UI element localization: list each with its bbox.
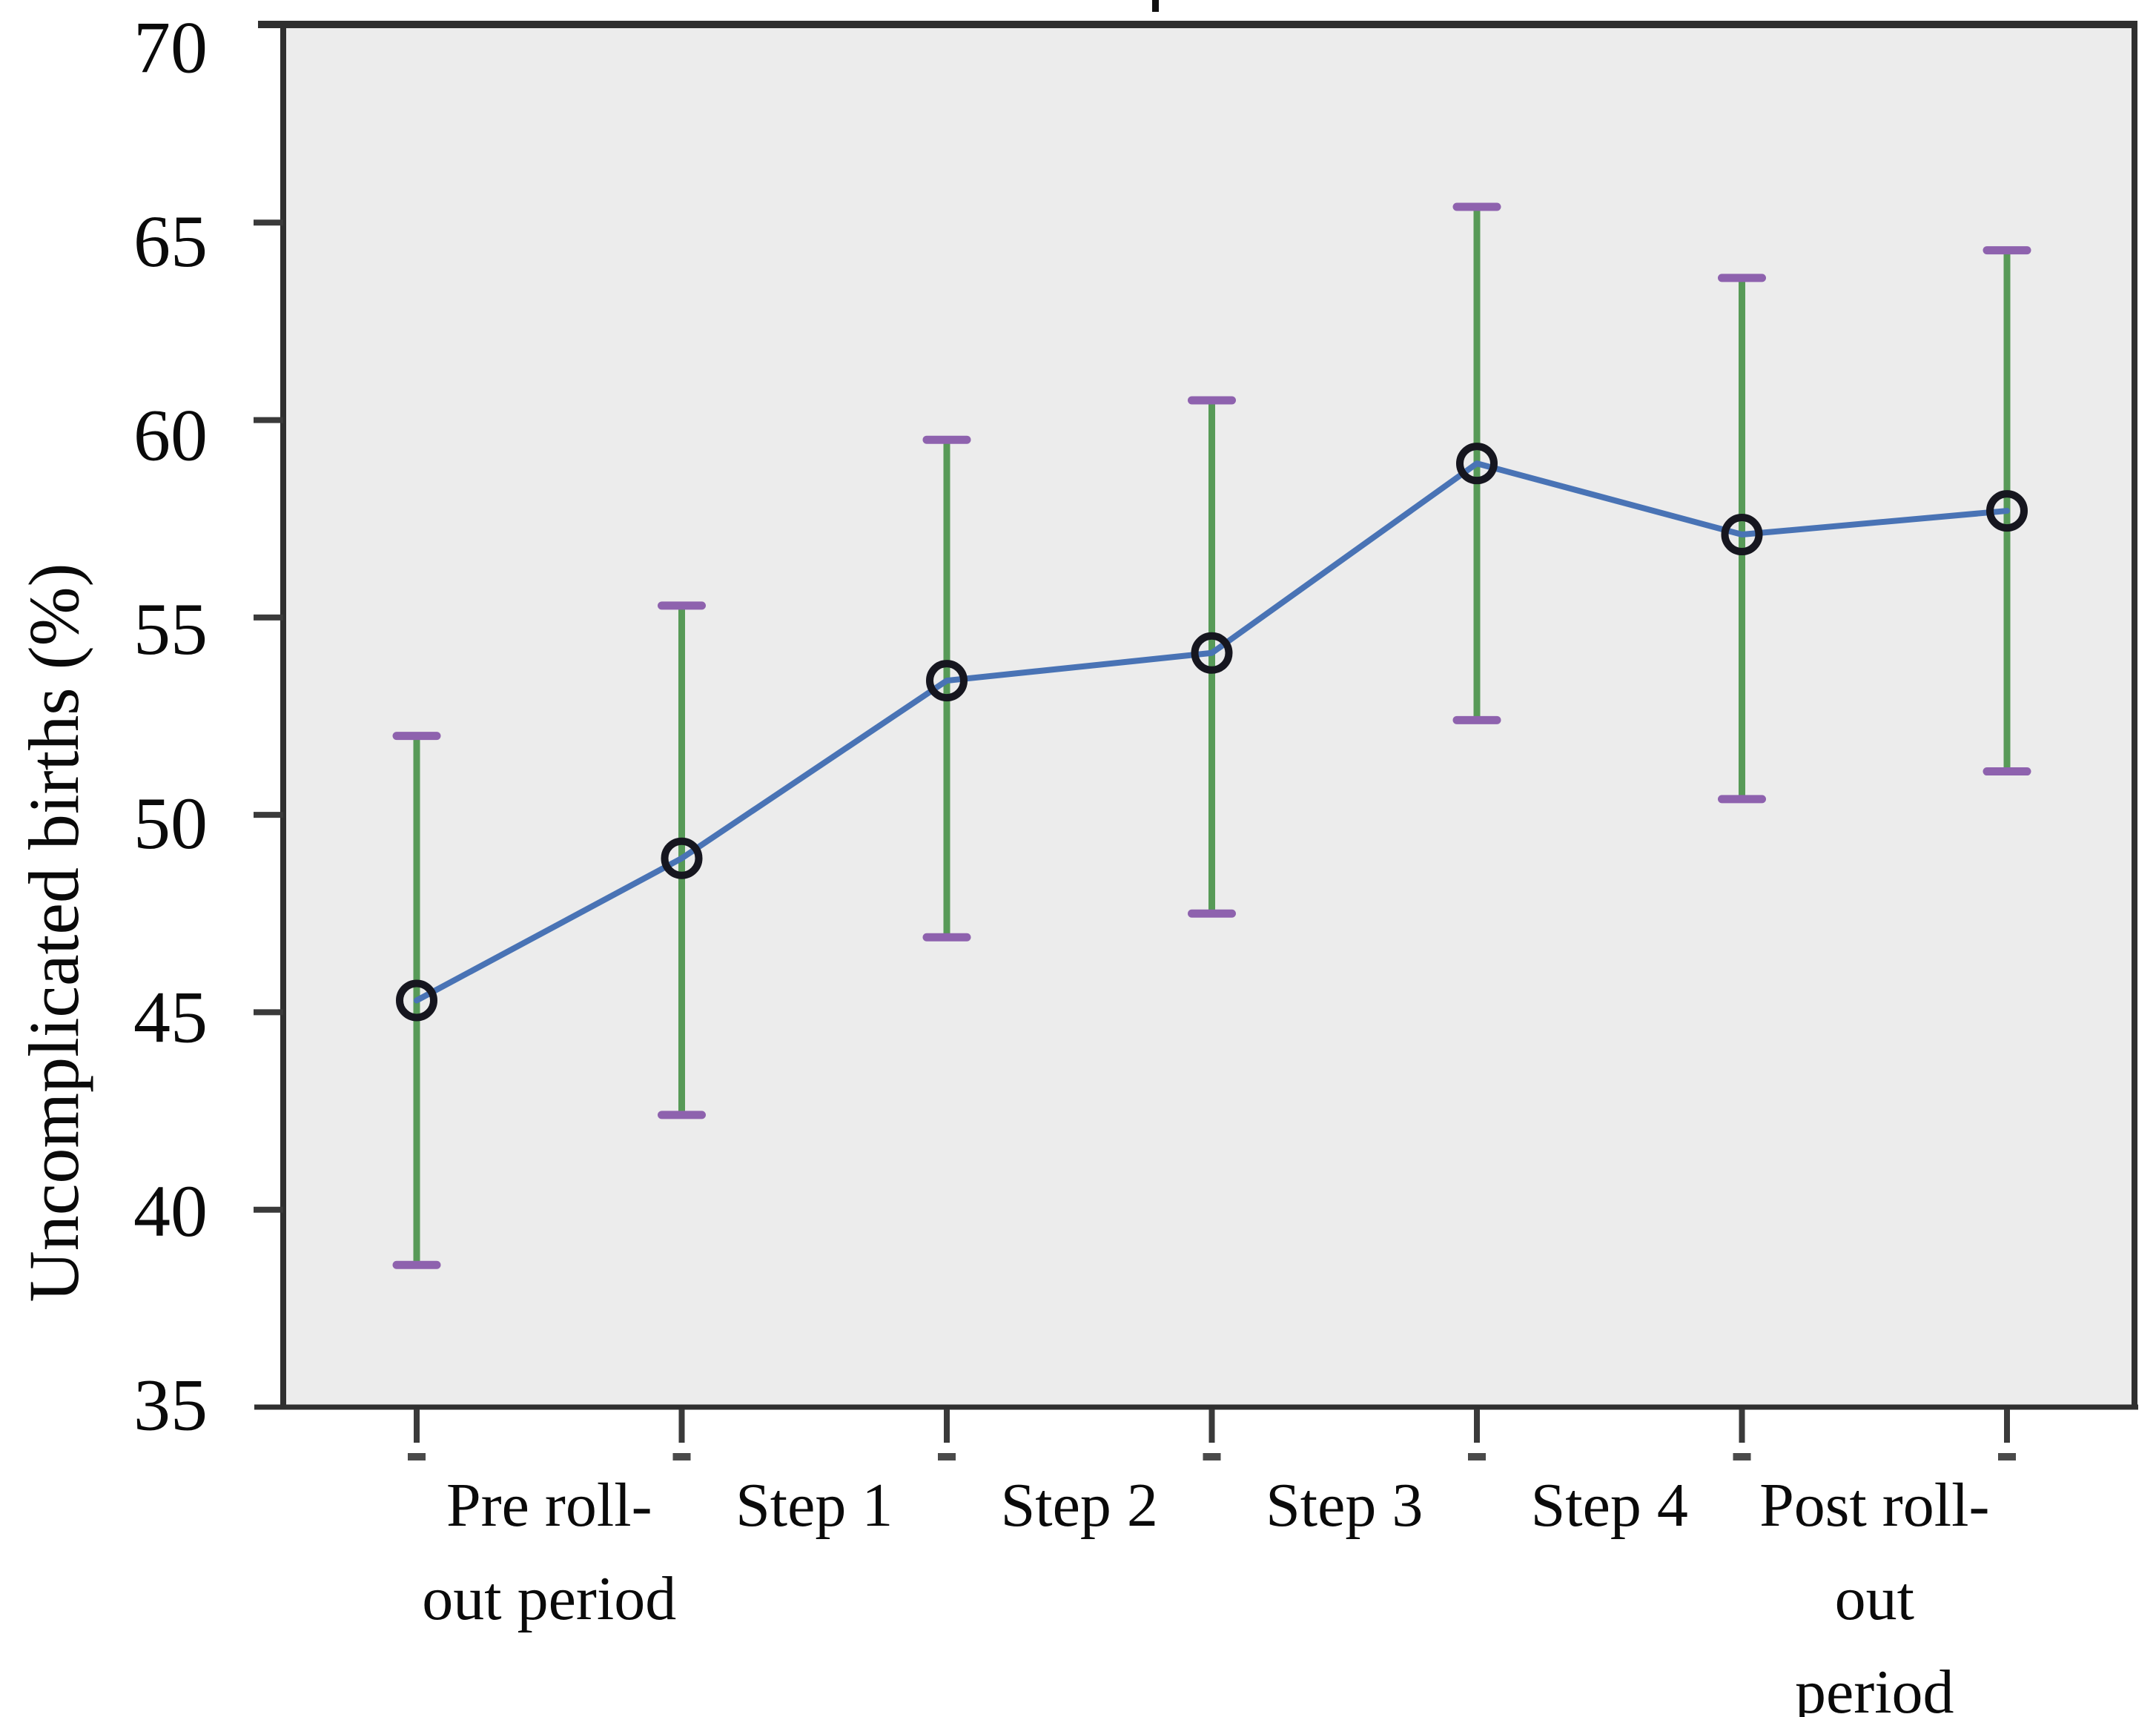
x-category-label-line: Step 3: [1266, 1471, 1423, 1540]
x-category-label: Step 1: [735, 1471, 893, 1540]
axis-labels-group: 70 65 60 55 50 45 40 35 Pre roll-out period Step …: [133, 7, 1989, 1717]
data-point-marker: [661, 837, 703, 879]
x-category-label-line: Step 2: [1001, 1471, 1158, 1540]
x-category-label: Step 4: [1531, 1471, 1688, 1540]
data-point-marker: [1191, 632, 1233, 674]
y-tick-label: 40: [133, 1170, 208, 1252]
x-category-label-line: out: [1835, 1564, 1914, 1633]
data-point-markers-group: [396, 443, 2028, 1022]
x-category-label: Step 3: [1266, 1471, 1423, 1540]
data-point-marker: [1456, 443, 1498, 485]
x-category-label-line: out period: [422, 1564, 676, 1633]
x-category-label: Post roll-out period: [1759, 1471, 1989, 1717]
axes-group: [254, 0, 2138, 1460]
x-category-label: Step 2: [1001, 1471, 1158, 1540]
y-tick-label: 65: [133, 200, 208, 282]
y-axis-title: Uncomplicated births (%): [14, 563, 93, 1302]
x-category-label-line: Post roll-: [1759, 1471, 1989, 1540]
data-point-marker: [396, 979, 437, 1022]
x-category-label: Pre roll-out period: [422, 1471, 676, 1633]
x-category-label-line: Pre roll-: [446, 1471, 652, 1540]
x-category-label-line: Step 1: [735, 1471, 893, 1540]
y-tick-label: 70: [133, 7, 208, 89]
y-tick-label: 50: [133, 782, 208, 864]
y-tick-label: 45: [133, 976, 208, 1058]
y-tick-label: 35: [133, 1364, 208, 1446]
series-line: [414, 460, 2010, 1004]
series-line-group: [414, 460, 2010, 1004]
y-tick-label: 55: [133, 588, 208, 670]
cropped-title-fragment: [1152, 0, 1159, 12]
y-tick-label: 60: [133, 394, 208, 477]
x-category-label-line: Step 4: [1531, 1471, 1688, 1540]
x-category-label-line: period: [1795, 1658, 1954, 1717]
data-point-marker: [926, 660, 968, 702]
data-point-marker: [1721, 514, 1763, 556]
data-point-marker: [1986, 490, 2028, 532]
